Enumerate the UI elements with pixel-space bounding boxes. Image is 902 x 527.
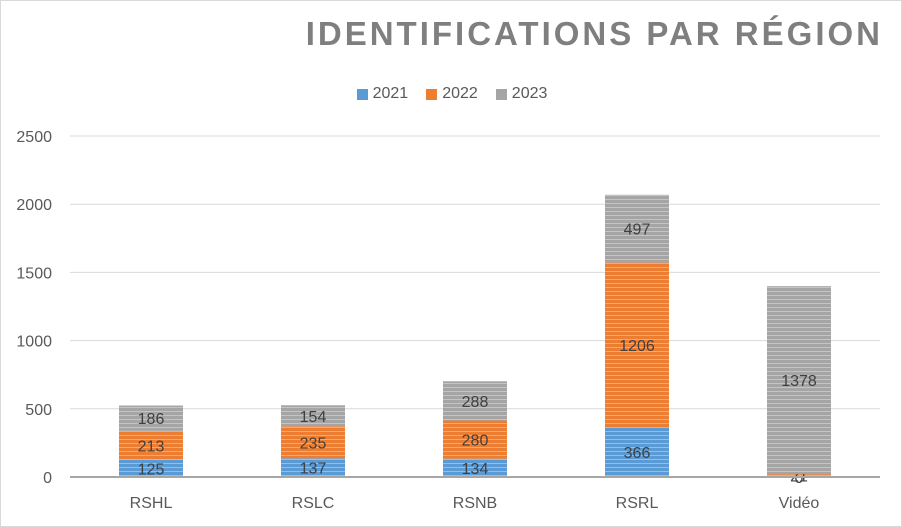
y-tick-label: 0 — [43, 470, 52, 487]
y-tick-label: 500 — [25, 402, 52, 419]
bar-segment — [281, 458, 345, 477]
legend-swatch-2021 — [356, 88, 368, 100]
y-tick-label: 1500 — [16, 265, 52, 282]
legend-item-2023: 2023 — [495, 85, 548, 103]
data-label: 125 — [138, 461, 165, 478]
data-label: 134 — [462, 461, 489, 478]
bar-segment — [443, 458, 507, 477]
bar-segment — [281, 426, 345, 459]
legend-item-2022: 2022 — [426, 85, 478, 103]
data-label: 213 — [138, 438, 165, 455]
x-tick-label: RSLC — [292, 495, 335, 512]
y-tick-label: 2000 — [16, 197, 52, 214]
legend-swatch-2023 — [495, 88, 507, 100]
bar-segment — [443, 381, 507, 421]
data-label: 366 — [624, 445, 651, 462]
data-label: 288 — [462, 394, 489, 411]
y-tick-label: 1000 — [16, 334, 52, 351]
data-label: 280 — [462, 433, 489, 450]
bar-segment — [605, 262, 669, 428]
legend: 2021 2022 2023 — [1, 85, 902, 103]
bar-segment — [119, 405, 183, 431]
chart-title: IDENTIFICATIONS PAR RÉGION — [305, 15, 883, 52]
bar-segment — [605, 427, 669, 477]
bar-segment — [281, 405, 345, 427]
y-tick-label: 2500 — [16, 129, 52, 146]
data-label: 1378 — [781, 373, 817, 390]
legend-swatch-2022 — [426, 88, 438, 100]
legend-label-2022: 2022 — [442, 85, 478, 102]
x-tick-label: RSNB — [453, 495, 497, 512]
data-label: 497 — [624, 222, 651, 239]
legend-label-2021: 2021 — [372, 85, 409, 102]
bar-segment — [119, 430, 183, 460]
data-label: 137 — [300, 461, 327, 478]
bar-segment — [767, 474, 831, 477]
x-tick-label: RSRL — [616, 495, 659, 512]
bar-segment — [443, 420, 507, 459]
bar-segment — [119, 459, 183, 477]
data-label: 186 — [138, 411, 165, 428]
data-label: 1206 — [619, 338, 655, 355]
data-label: 235 — [300, 435, 327, 452]
bar-segment — [605, 194, 669, 263]
x-tick-label: Vidéo — [779, 495, 820, 512]
legend-item-2021: 2021 — [356, 85, 409, 103]
data-label: 154 — [300, 409, 327, 426]
legend-label-2023: 2023 — [511, 85, 548, 102]
bar-segment — [767, 286, 831, 475]
x-tick-label: RSHL — [130, 495, 173, 512]
data-label: 0 — [795, 470, 804, 487]
